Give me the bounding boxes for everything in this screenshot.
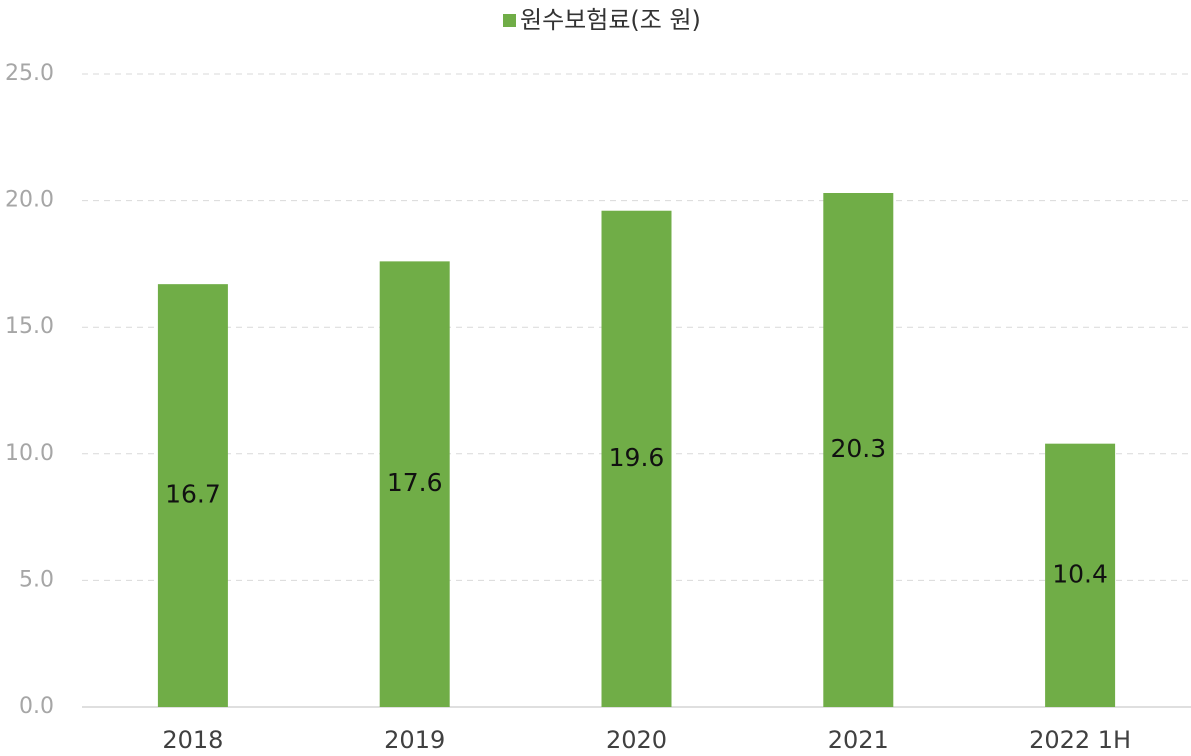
x-tick-label: 2018 xyxy=(162,726,223,754)
x-tick-label: 2022 1H xyxy=(1029,726,1131,754)
y-tick-label: 5.0 xyxy=(19,567,54,592)
x-tick-label: 2021 xyxy=(828,726,889,754)
bar xyxy=(379,261,450,707)
bar xyxy=(157,284,228,707)
legend-swatch xyxy=(503,14,516,27)
y-tick-label: 10.0 xyxy=(5,441,54,466)
data-label: 10.4 xyxy=(1052,559,1108,588)
bar xyxy=(1045,443,1116,707)
data-label: 17.6 xyxy=(387,468,443,497)
data-label: 19.6 xyxy=(609,443,665,472)
y-tick-label: 20.0 xyxy=(5,188,54,213)
data-label: 20.3 xyxy=(830,434,886,463)
data-label: 16.7 xyxy=(165,480,221,509)
x-tick-label: 2020 xyxy=(606,726,667,754)
x-tick-label: 2019 xyxy=(384,726,445,754)
y-tick-label: 15.0 xyxy=(5,314,54,339)
y-tick-label: 25.0 xyxy=(5,61,54,86)
bar xyxy=(823,193,894,707)
bar xyxy=(601,210,672,707)
y-tick-label: 0.0 xyxy=(19,694,54,719)
legend-label: 원수보험료(조 원) xyxy=(520,6,701,34)
